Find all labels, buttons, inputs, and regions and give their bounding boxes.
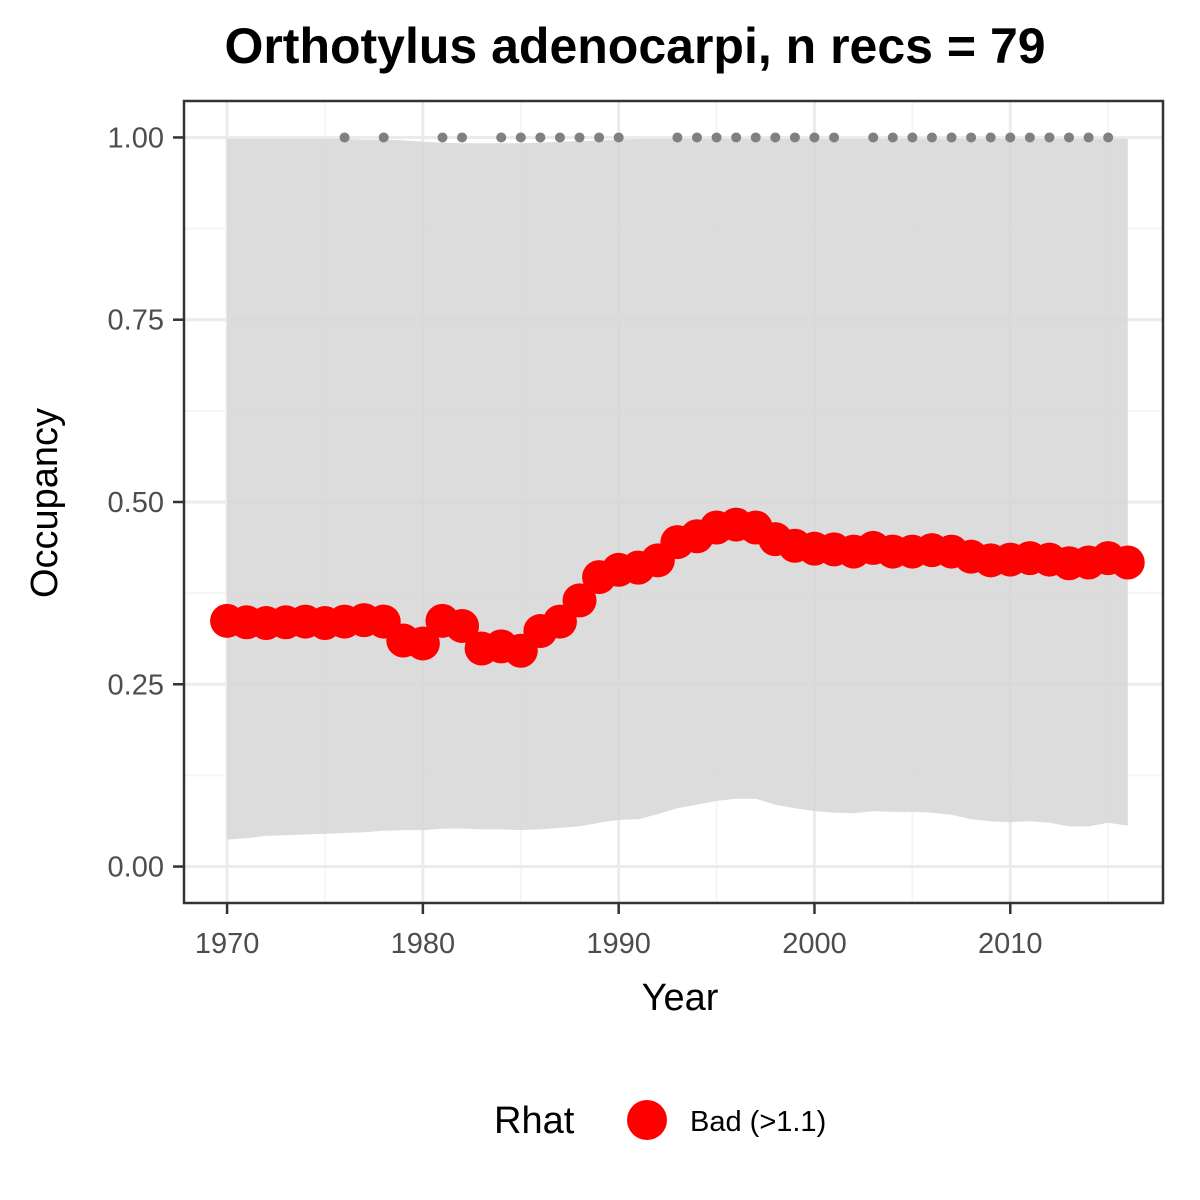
record-point xyxy=(437,132,448,143)
x-tick-label: 2010 xyxy=(978,928,1043,960)
record-point xyxy=(907,132,918,143)
occupancy-point xyxy=(1110,545,1145,580)
y-tick-label: 0.00 xyxy=(108,852,164,884)
record-point xyxy=(731,132,742,143)
plot-panel: 1970 1980 1990 2000 2010 0.00 0.25 0.50 0.75 1.00 xyxy=(108,99,1165,960)
record-point xyxy=(829,132,840,143)
record-point xyxy=(457,132,468,143)
record-point xyxy=(613,132,624,143)
record-point xyxy=(809,132,820,143)
record-point xyxy=(574,132,585,143)
record-point xyxy=(496,132,507,143)
record-point xyxy=(1024,132,1035,143)
record-point xyxy=(985,132,996,143)
record-point xyxy=(339,132,350,143)
record-point xyxy=(1005,132,1016,143)
chart-title: Orthotylus adenocarpi, n recs = 79 xyxy=(224,18,1045,74)
credible-interval-ribbon xyxy=(227,138,1128,840)
x-tick-label: 2000 xyxy=(782,928,847,960)
record-point xyxy=(750,132,761,143)
x-tick-label: 1980 xyxy=(391,928,456,960)
occupancy-point xyxy=(562,583,597,618)
record-point xyxy=(770,132,781,143)
y-axis-title: Occupancy xyxy=(24,408,66,598)
record-point xyxy=(789,132,800,143)
record-point xyxy=(554,132,565,143)
legend-item-label: Bad (>1.1) xyxy=(690,1106,826,1138)
record-point xyxy=(672,132,683,143)
record-point xyxy=(966,132,977,143)
record-point xyxy=(1083,132,1094,143)
legend: Rhat Bad (>1.1) xyxy=(494,1100,826,1142)
record-point xyxy=(946,132,957,143)
record-point xyxy=(868,132,879,143)
legend-title: Rhat xyxy=(494,1100,575,1142)
y-tick-label: 0.75 xyxy=(108,305,164,337)
y-tick-label: 0.25 xyxy=(108,669,164,701)
occupancy-point xyxy=(445,608,480,643)
record-point xyxy=(887,132,898,143)
record-point xyxy=(378,132,389,143)
x-axis-title: Year xyxy=(642,977,719,1019)
x-tick-label: 1990 xyxy=(586,928,651,960)
legend-key-circle xyxy=(627,1100,667,1140)
y-tick-label: 0.50 xyxy=(108,487,164,519)
x-tick-label: 1970 xyxy=(195,928,260,960)
record-point xyxy=(535,132,546,143)
record-point xyxy=(1064,132,1075,143)
record-point xyxy=(926,132,937,143)
record-point xyxy=(1044,132,1055,143)
record-point xyxy=(594,132,605,143)
y-tick-label: 1.00 xyxy=(108,122,164,154)
occupancy-point xyxy=(405,626,440,661)
record-point xyxy=(711,132,722,143)
record-point xyxy=(1103,132,1114,143)
record-point xyxy=(691,132,702,143)
record-point xyxy=(515,132,526,143)
